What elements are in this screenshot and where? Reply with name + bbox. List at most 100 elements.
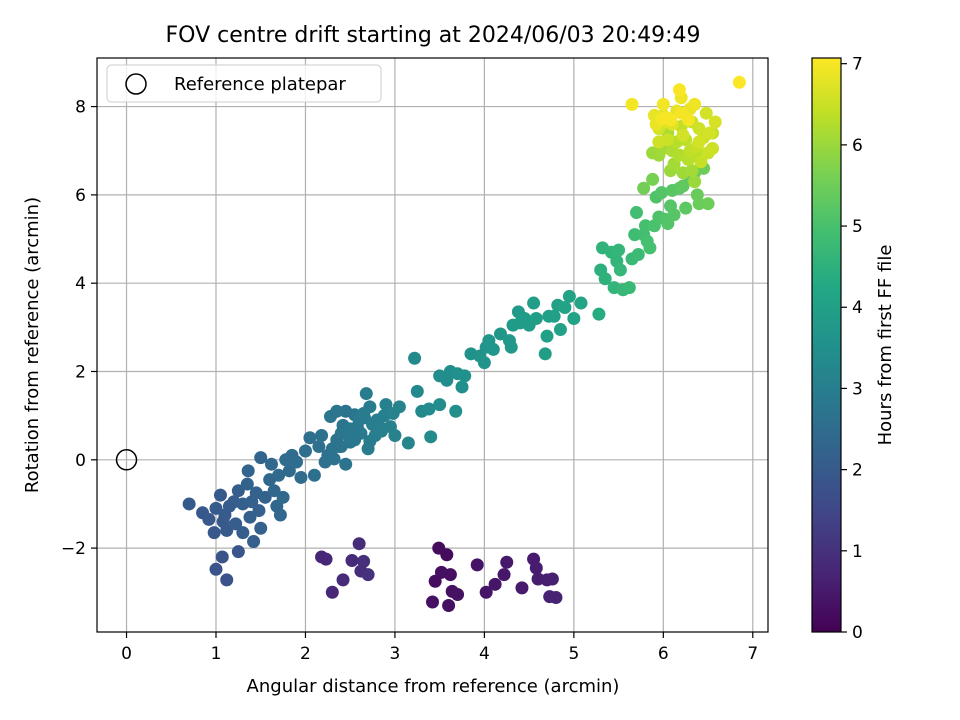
data-point — [273, 508, 287, 522]
data-point — [549, 591, 563, 605]
data-point — [458, 369, 472, 383]
data-point — [363, 400, 377, 414]
data-point — [252, 504, 266, 518]
x-tick-label: 1 — [211, 644, 222, 664]
data-point — [652, 135, 666, 149]
data-point — [276, 490, 290, 504]
colorbar-tick-label: 2 — [852, 461, 863, 481]
data-point — [327, 452, 341, 466]
data-point — [258, 490, 272, 504]
data-point — [264, 457, 278, 471]
data-point — [486, 342, 500, 356]
colorbar-tick-label: 7 — [852, 55, 863, 75]
data-point — [692, 122, 706, 136]
data-point — [213, 488, 227, 502]
data-point — [732, 75, 746, 89]
data-point — [470, 558, 484, 572]
data-point — [527, 296, 541, 310]
data-point — [646, 172, 660, 186]
legend: Reference platepar — [106, 64, 382, 103]
data-point — [547, 309, 561, 323]
x-tick-label: 7 — [747, 644, 758, 664]
x-tick-label: 2 — [300, 644, 311, 664]
data-point — [667, 208, 681, 222]
data-point — [493, 327, 507, 341]
data-point — [298, 444, 312, 458]
data-point — [272, 468, 286, 482]
data-points — [182, 75, 746, 613]
data-point — [598, 272, 612, 286]
x-tick-label: 3 — [390, 644, 401, 664]
data-point — [628, 228, 642, 242]
data-point — [354, 426, 368, 440]
data-point — [220, 523, 234, 537]
data-point — [241, 464, 255, 478]
data-point — [357, 554, 371, 568]
data-point — [643, 241, 657, 255]
data-point — [240, 477, 254, 491]
data-point — [209, 501, 223, 515]
data-point — [388, 429, 402, 443]
data-point — [663, 113, 677, 127]
data-point — [182, 497, 196, 511]
data-point — [706, 142, 720, 156]
axes-frame — [96, 57, 769, 633]
y-tick-label: 2 — [75, 362, 86, 382]
data-point — [267, 484, 281, 498]
colorbar-ticks: 0 1 2 3 4 5 6 7 — [841, 55, 863, 643]
colorbar-label: Hours from first FF file — [875, 245, 896, 446]
data-point — [694, 155, 708, 169]
colorbar-tick-label: 1 — [852, 542, 863, 562]
data-point — [243, 510, 257, 524]
data-point — [231, 484, 245, 498]
data-point — [688, 175, 702, 189]
data-point — [676, 179, 690, 193]
data-point — [442, 599, 456, 613]
data-point — [229, 517, 243, 531]
data-point — [449, 404, 463, 418]
data-point — [562, 289, 576, 303]
data-point — [500, 555, 514, 569]
data-point — [290, 455, 304, 469]
data-point — [477, 356, 491, 370]
data-point — [361, 442, 375, 456]
data-point — [558, 300, 572, 314]
data-point — [236, 526, 250, 540]
data-point — [345, 553, 359, 567]
data-point — [488, 577, 502, 591]
colorbar-tick-label: 5 — [852, 217, 863, 237]
data-point — [545, 572, 559, 586]
data-point — [629, 206, 643, 220]
data-point — [434, 565, 448, 579]
data-point — [312, 440, 326, 454]
colorbar-tick-label: 3 — [852, 379, 863, 399]
y-axis-ticks: −2 0 2 4 6 8 — [61, 98, 97, 559]
chart-title: FOV centre drift starting at 2024/06/03 … — [166, 23, 701, 48]
data-point — [410, 384, 424, 398]
legend-box — [106, 64, 382, 103]
reference-platepar-marker — [115, 449, 138, 471]
data-point — [424, 430, 438, 444]
data-point — [638, 219, 652, 233]
data-point — [631, 247, 645, 261]
data-point — [451, 587, 465, 601]
data-point — [479, 585, 493, 599]
data-point — [207, 526, 221, 540]
y-tick-label: 0 — [75, 451, 86, 471]
data-point — [422, 402, 436, 416]
colorbar-tick-label: 6 — [852, 136, 863, 156]
data-point — [215, 550, 229, 564]
data-point — [574, 296, 588, 310]
data-point — [307, 468, 321, 482]
data-point — [625, 97, 639, 111]
data-point — [540, 329, 554, 343]
plot-area: 0 1 2 3 4 5 6 7 −2 0 2 4 6 8 — [61, 57, 769, 664]
data-point — [294, 470, 308, 484]
data-point — [612, 243, 626, 257]
data-point — [567, 312, 581, 326]
data-point — [202, 512, 216, 526]
data-point — [282, 464, 296, 478]
colorbar-gradient — [811, 57, 842, 633]
data-point — [688, 97, 702, 111]
